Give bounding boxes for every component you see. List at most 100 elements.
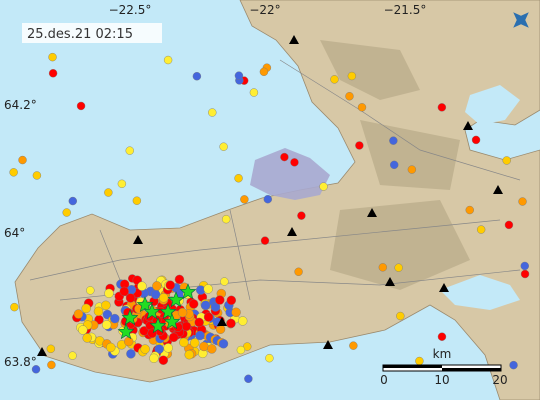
earthquake-dot (220, 277, 229, 286)
earthquake-dot (137, 281, 147, 291)
earthquake-dot (184, 350, 194, 360)
earthquake-dot (389, 136, 398, 145)
earthquake-dot (110, 313, 120, 324)
earthquake-dot (297, 211, 306, 220)
earthquake-dot (9, 168, 18, 177)
station-triangle (287, 227, 297, 236)
large-earthquake-star (149, 317, 167, 334)
earthquake-dot (78, 325, 88, 335)
scale-label: 20 (492, 373, 507, 387)
earthquake-dot (18, 155, 27, 165)
station-triangle (493, 185, 503, 194)
earthquake-dot (68, 351, 77, 360)
earthquake-dot (163, 55, 173, 65)
earthquake-dot (502, 156, 511, 165)
earthquake-dot (290, 158, 299, 167)
earthquake-dot (140, 344, 150, 354)
earthquake-dot (158, 355, 169, 365)
earthquake-dot (407, 165, 417, 174)
earthquake-dot (174, 274, 185, 285)
earthquake-dot (236, 345, 246, 355)
earthquake-dot (357, 103, 367, 112)
earthquake-dot (265, 353, 274, 363)
earthquake-dot (125, 293, 136, 303)
large-earthquake-star (167, 291, 185, 308)
large-earthquake-star (179, 283, 197, 300)
earthquake-dot (181, 321, 192, 332)
earthquake-dot (509, 360, 518, 370)
earthquake-dot (132, 196, 142, 205)
station-triangle (217, 317, 227, 326)
earthquake-dot (32, 171, 42, 180)
earthquake-dot (294, 267, 303, 276)
earthquake-dot (226, 295, 237, 305)
earthquake-dot (208, 108, 217, 117)
station-triangle (463, 121, 473, 130)
station-triangle (133, 235, 143, 244)
earthquake-dot (73, 309, 84, 319)
earthquake-dot (207, 344, 217, 354)
earthquake-dot (149, 353, 159, 363)
earthquake-dot (349, 341, 358, 350)
earthquake-dot (378, 263, 388, 272)
earthquake-dot (126, 349, 136, 359)
latitude-label: 63.8° (4, 355, 37, 369)
longitude-label: −21.5° (384, 3, 427, 17)
earthquake-dot (355, 141, 364, 150)
earthquake-dot (219, 142, 228, 151)
earthquake-dot (86, 286, 95, 295)
earthquake-dot (10, 302, 19, 312)
earthquake-dot (192, 72, 202, 81)
earthquake-dot (396, 311, 405, 321)
earthquake-dot (188, 299, 199, 309)
large-earthquake-star (136, 296, 154, 313)
earthquake-dot (150, 289, 161, 300)
earthquake-dot (177, 307, 188, 318)
scale-bar: km 0 10 20 (380, 347, 507, 387)
earthquake-dot (47, 360, 56, 370)
large-earthquake-star (159, 303, 177, 320)
earthquake-dot (158, 293, 169, 303)
earthquake-dot (179, 337, 189, 348)
earthquake-dot (210, 302, 221, 312)
earthquake-dot (345, 92, 354, 101)
earthquake-dot (101, 300, 111, 311)
longitude-label: −22.5° (109, 3, 152, 17)
earthquake-dot (31, 365, 41, 374)
earthquake-dot (504, 220, 514, 230)
earthquake-dot (347, 71, 357, 81)
earthquake-dot (203, 284, 213, 294)
earthquake-dot (330, 75, 339, 84)
earthquake-dot (106, 342, 116, 353)
earthquake-dot (117, 179, 127, 189)
earthquake-dot (93, 306, 104, 317)
timestamp-box (22, 23, 162, 43)
station-triangle (439, 283, 449, 292)
earthquake-dot (199, 341, 209, 352)
station-triangle (323, 340, 333, 349)
earthquake-dot (48, 52, 57, 62)
earthquake-dot (81, 303, 91, 314)
earthquake-dot (226, 318, 236, 329)
earthquake-dot (165, 280, 175, 290)
earthquake-dot (154, 344, 164, 354)
station-triangle (289, 35, 299, 44)
scale-unit: km (433, 347, 452, 361)
earthquake-dot (82, 333, 92, 343)
earthquake-dot (249, 88, 259, 97)
earthquake-dot (215, 295, 225, 305)
earthquake-dot (520, 261, 529, 271)
earthquakes (9, 35, 530, 384)
earthquake-dot (163, 343, 173, 353)
earthquake-dot (520, 269, 530, 279)
earthquake-dot (194, 317, 204, 328)
earthquake-dot (200, 300, 211, 310)
scale-bar-segment (383, 365, 442, 368)
timestamp: 25.des.21 02:15 (27, 27, 133, 42)
earthquake-dot (437, 332, 447, 341)
earthquake-dot (218, 339, 229, 349)
longitude-label: −22° (249, 3, 280, 17)
earthquake-dot (238, 316, 248, 326)
earthquake-dot (68, 196, 77, 206)
